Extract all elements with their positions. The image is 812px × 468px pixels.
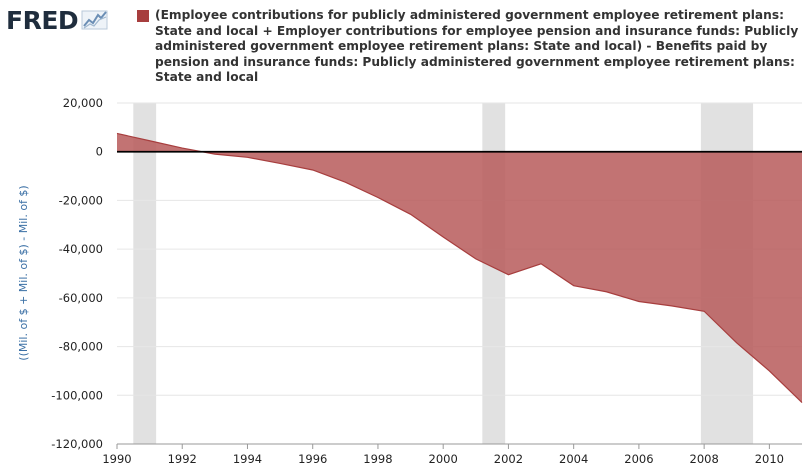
x-tick-label: 1996 [298,452,327,466]
x-tick-label: 1992 [168,452,197,466]
series-line [116,132,803,404]
y-tick-label: -120,000 [51,437,103,451]
y-axis-label: ((Mil. of $ + Mil. of $) - Mil. of $) [17,185,30,360]
x-tick-label: 2008 [690,452,719,466]
y-tick-label: -60,000 [59,291,103,305]
recession-band [133,103,157,444]
line-chart-icon [81,10,108,30]
x-tick-label: 2004 [559,452,588,466]
chart-legend: (Employee contributions for publicly adm… [137,8,807,86]
x-tick-label: 2010 [755,452,784,466]
y-tick-label: 0 [96,145,103,159]
x-tick-label: 1994 [233,452,262,466]
fred-logo[interactable]: FRED [6,5,109,35]
x-tick-label: 1998 [363,452,392,466]
legend-entry: (Employee contributions for publicly adm… [155,8,799,85]
y-tick-label: -80,000 [59,340,103,354]
y-tick-label: -20,000 [59,193,103,207]
x-tick-label: 2006 [624,452,653,466]
x-tick-label: 1990 [102,452,131,466]
y-tick-label: -100,000 [51,388,103,402]
y-tick-label: 20,000 [63,96,103,110]
series-area [117,133,802,403]
legend-swatch [137,10,149,22]
x-tick-label: 2000 [429,452,458,466]
x-tick-label: 2002 [494,452,523,466]
fred-logo-text: FRED [6,5,79,35]
y-tick-label: -40,000 [59,242,103,256]
